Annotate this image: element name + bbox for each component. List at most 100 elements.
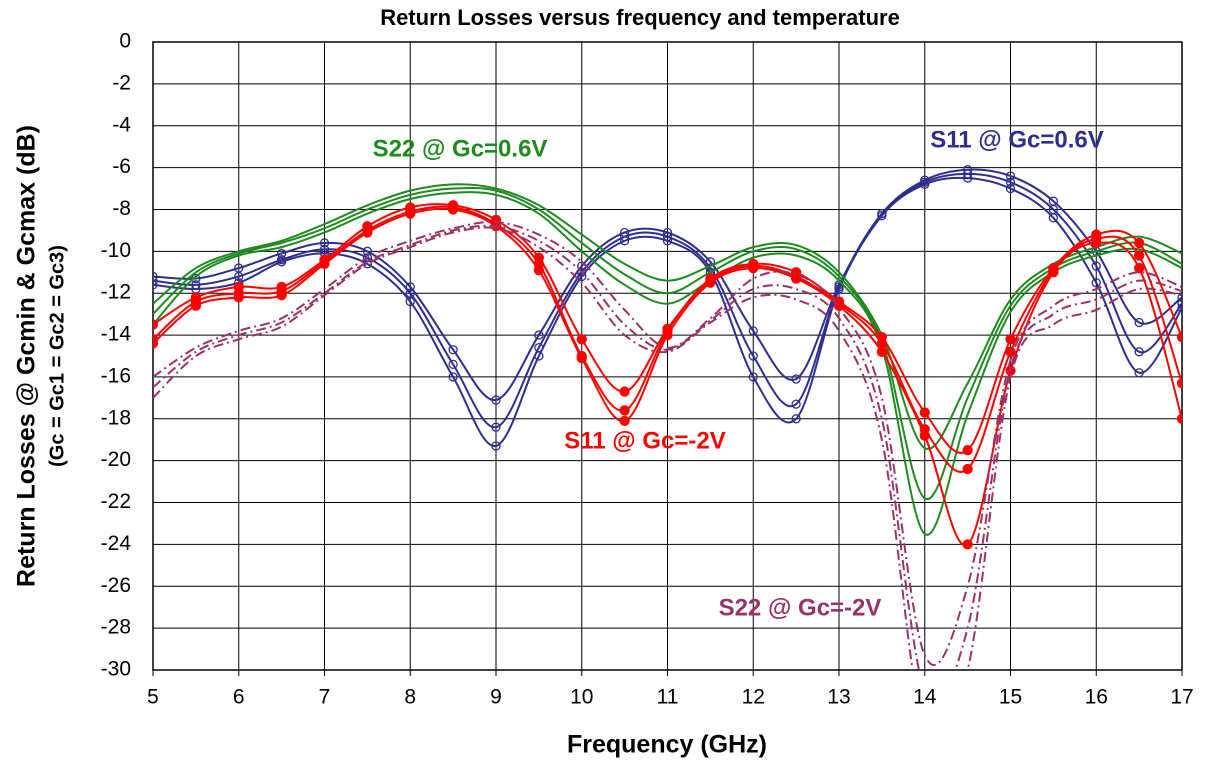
marker: [276, 257, 287, 267]
x-tick-label: 15: [999, 686, 1022, 709]
marker: [1176, 332, 1182, 343]
series-label: S11 @ Gc=-2V: [564, 427, 726, 454]
y-tick-label: -12: [101, 281, 131, 304]
y-tick-label: -22: [101, 490, 131, 513]
y-tick-label: -18: [101, 406, 131, 429]
marker: [920, 179, 930, 189]
x-tick-label: 13: [827, 686, 850, 709]
series-line: [153, 220, 1182, 666]
marker: [234, 271, 244, 282]
marker: [919, 430, 930, 441]
marker: [834, 284, 844, 294]
y-axis-label: Return Losses @ Gcmin & Gcmax (dB): [13, 125, 41, 587]
marker: [962, 539, 973, 550]
marker: [1048, 213, 1059, 223]
marker: [191, 273, 201, 284]
marker: [153, 280, 158, 290]
marker: [748, 326, 758, 336]
series-label: S22 @ Gc=0.6V: [373, 135, 548, 162]
marker: [877, 211, 887, 221]
marker: [576, 334, 587, 345]
marker: [662, 236, 673, 246]
marker: [362, 246, 373, 256]
marker: [276, 290, 287, 301]
marker: [319, 238, 330, 248]
y-tick-label: -8: [112, 197, 131, 220]
marker: [153, 319, 159, 330]
x-tick-label: 10: [570, 686, 593, 709]
marker: [448, 345, 458, 355]
y-tick-label: -4: [112, 113, 131, 136]
chart-title: Return Losses versus frequency and tempe…: [380, 5, 900, 30]
marker: [533, 265, 545, 276]
y-tick-label: -30: [101, 658, 131, 681]
marker: [190, 300, 202, 311]
marker: [362, 252, 373, 263]
marker: [319, 258, 330, 270]
x-tick-label: 12: [742, 686, 765, 709]
series-label: S11 @ Gc=0.6V: [930, 126, 1104, 153]
x-tick-label: 17: [1170, 686, 1193, 709]
marker: [233, 292, 244, 303]
marker: [1176, 413, 1182, 424]
marker: [962, 463, 973, 475]
y-tick-label: -24: [101, 532, 132, 555]
marker: [1134, 347, 1144, 357]
marker: [491, 395, 501, 405]
marker: [748, 351, 758, 361]
marker: [619, 236, 630, 246]
series-line: [153, 168, 1182, 401]
marker: [1005, 183, 1016, 194]
marker: [576, 352, 587, 364]
y-tick-label: -20: [101, 448, 131, 471]
y-tick-label: -28: [101, 616, 131, 639]
marker: [1133, 237, 1145, 249]
x-tick-label: 8: [404, 686, 416, 709]
marker: [1176, 378, 1182, 389]
y-tick-label: -10: [101, 239, 131, 262]
x-tick-label: 6: [233, 686, 245, 709]
marker: [1091, 261, 1101, 271]
marker: [153, 275, 158, 286]
series-line: [153, 183, 1182, 450]
marker: [1005, 177, 1016, 187]
marker: [448, 372, 458, 382]
marker: [1134, 368, 1144, 378]
marker: [1048, 267, 1059, 278]
marker: [1177, 303, 1182, 313]
marker: [1133, 250, 1145, 261]
marker: [791, 414, 801, 424]
marker: [1133, 262, 1145, 274]
marker: [705, 277, 716, 288]
marker: [448, 359, 458, 370]
marker: [876, 346, 888, 357]
marker: [748, 372, 758, 382]
plot-area: [153, 165, 1182, 670]
marker: [1134, 317, 1144, 328]
marker: [491, 441, 501, 451]
y-tick-label: -14: [101, 323, 132, 346]
y-tick-label: 0: [119, 30, 131, 53]
y-tick-label: -16: [101, 364, 131, 387]
marker: [619, 405, 630, 416]
x-tick-label: 11: [657, 686, 679, 709]
x-tick-label: 7: [319, 686, 331, 709]
x-tick-label: 5: [147, 686, 159, 709]
marker: [362, 227, 373, 238]
marker: [619, 415, 630, 427]
marker: [491, 422, 501, 432]
x-tick-label: 9: [490, 686, 502, 709]
x-axis-label: Frequency (GHz): [567, 731, 767, 759]
y-tick-label: -6: [112, 155, 131, 178]
marker: [962, 173, 973, 183]
series-line: [153, 205, 1182, 473]
series-label: S22 @ Gc=-2V: [719, 594, 882, 621]
marker: [153, 338, 159, 349]
marker: [534, 330, 544, 340]
marker: [1091, 278, 1101, 288]
series-line: [153, 186, 1182, 500]
marker: [962, 445, 973, 456]
marker: [447, 204, 459, 215]
marker: [791, 399, 801, 409]
